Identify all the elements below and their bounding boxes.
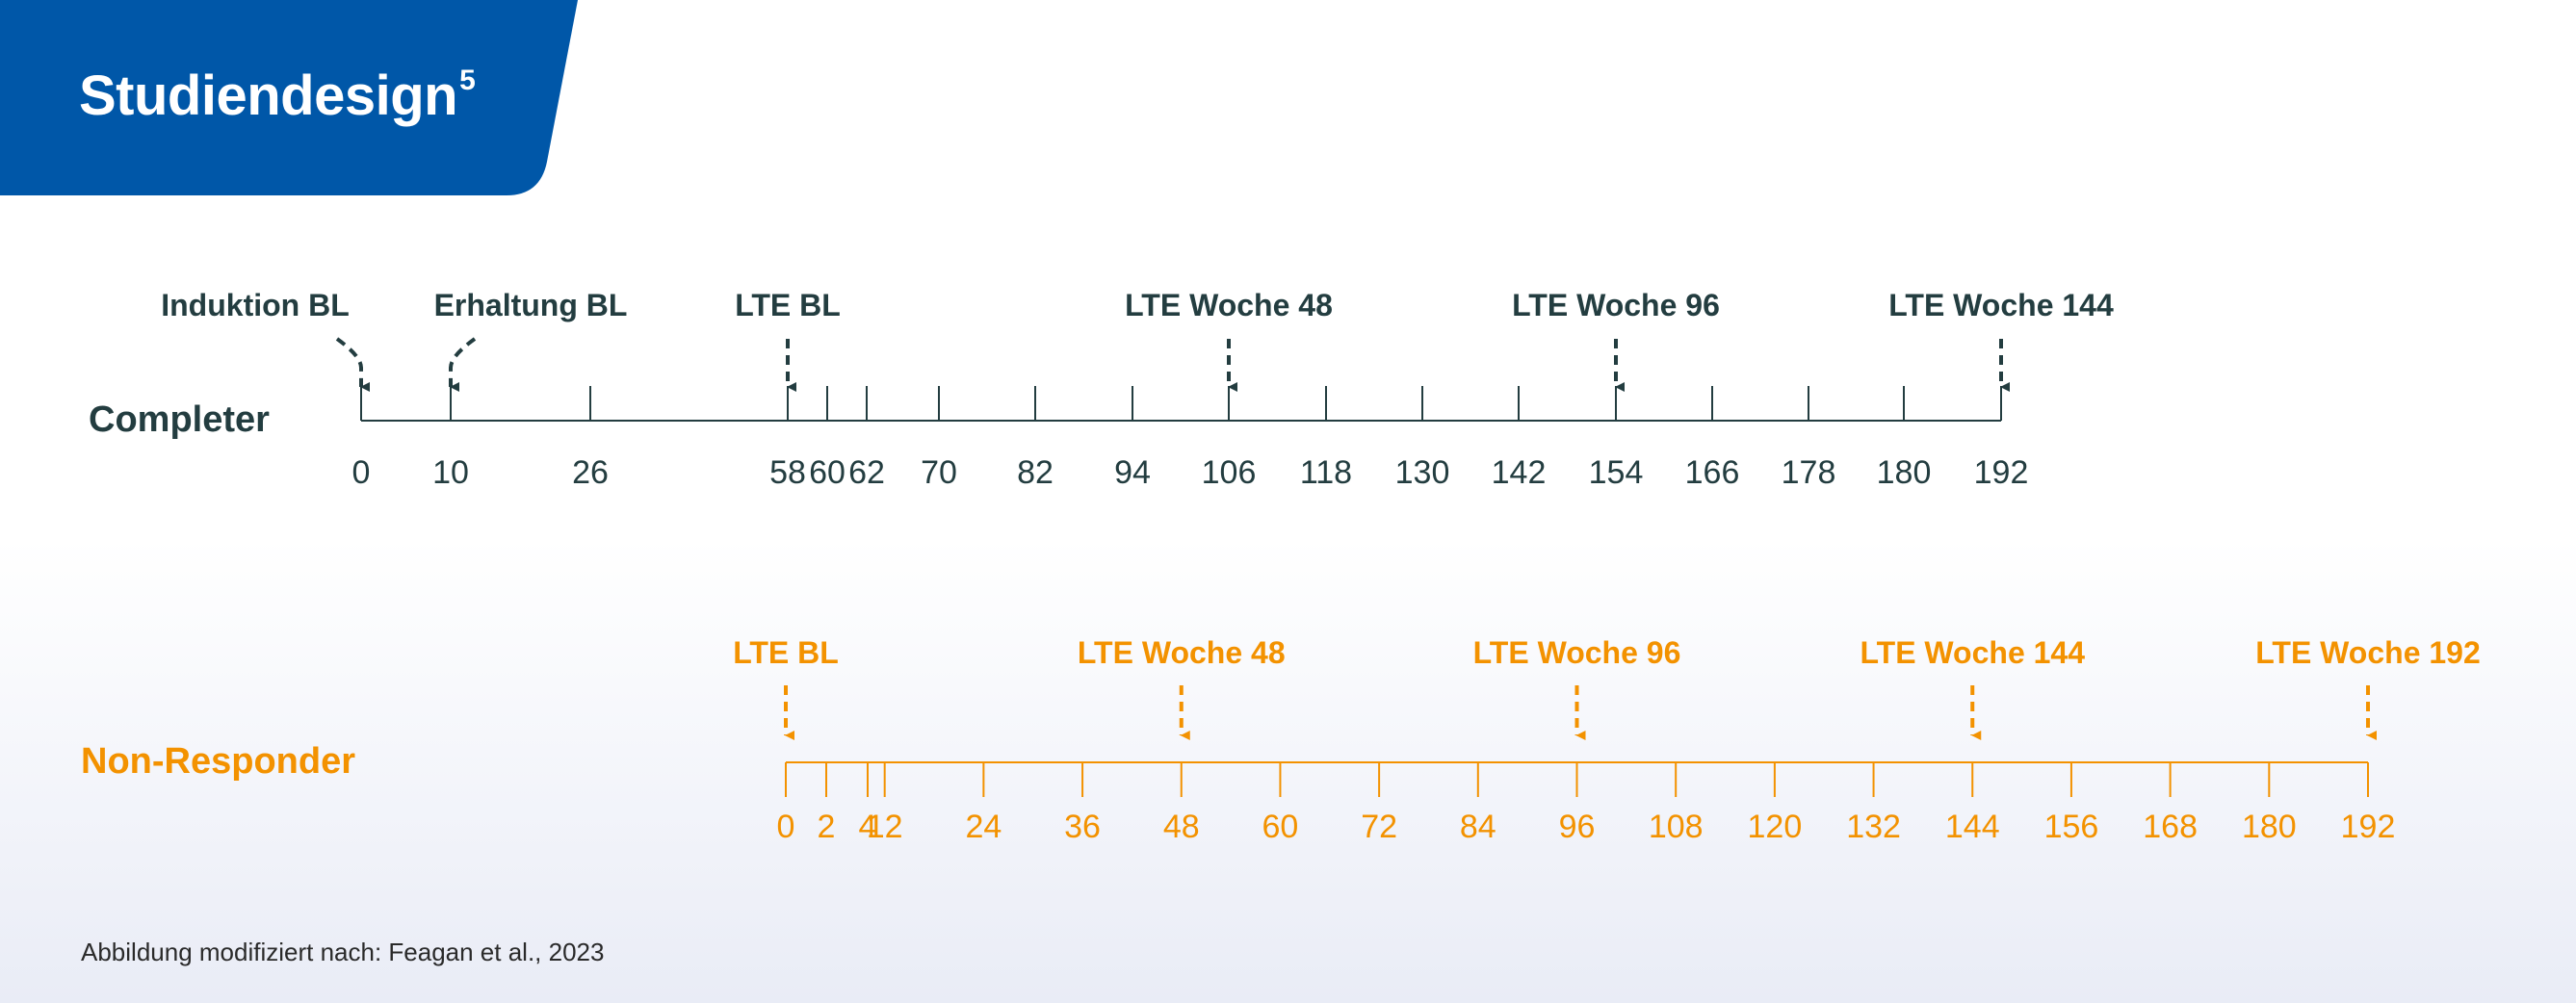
non-responder-tick-label: 24 bbox=[965, 809, 1002, 845]
completer-tick-label: 130 bbox=[1395, 454, 1450, 491]
page-title: Studiendesign5 bbox=[79, 64, 476, 128]
completer-event-label: Erhaltung BL bbox=[434, 288, 628, 322]
completer-tick-label: 10 bbox=[432, 454, 469, 491]
non-responder-tick-label: 156 bbox=[2044, 809, 2099, 845]
completer-tick-label: 58 bbox=[769, 454, 806, 491]
completer-tick-label: 178 bbox=[1782, 454, 1836, 491]
title-banner bbox=[0, 0, 578, 195]
non-responder-tick-label: 84 bbox=[1460, 809, 1496, 845]
non-responder-tick-label: 144 bbox=[1945, 809, 2000, 845]
non-responder-tick-label: 96 bbox=[1559, 809, 1596, 845]
completer-tick-label: 166 bbox=[1685, 454, 1740, 491]
completer-tick-label: 94 bbox=[1114, 454, 1151, 491]
non-responder-tick-label: 132 bbox=[1846, 809, 1901, 845]
non-responder-event-label: LTE Woche 48 bbox=[1078, 635, 1286, 670]
completer-tick-label: 142 bbox=[1492, 454, 1547, 491]
completer-event-arrow bbox=[449, 337, 477, 392]
completer-events: Induktion BL Erhaltung BL LTE BL LTE Woche … bbox=[161, 288, 2114, 392]
completer-event-label: LTE Woche 144 bbox=[1888, 288, 2114, 322]
non-responder-tick-label: 108 bbox=[1649, 809, 1704, 845]
source-citation: Abbildung modifiziert nach: Feagan et al… bbox=[81, 938, 605, 966]
non-responder-ticks: 0 2 412 24 36 48 60 72 84 96 108 120 132 144 156 168 180… bbox=[777, 762, 2396, 845]
completer-event-label: LTE Woche 48 bbox=[1125, 288, 1333, 322]
non-responder-tick-label: 168 bbox=[2143, 809, 2198, 845]
completer-event-label: LTE Woche 96 bbox=[1512, 288, 1720, 322]
non-responder-tick-label: 180 bbox=[2242, 809, 2297, 845]
non-responder-event-label: LTE BL bbox=[733, 635, 839, 670]
page-title-text: Studiendesign bbox=[79, 64, 458, 127]
non-responder-timeline: Non-Responder 0 2 412 24 36 48 60 72 84 96 108 120 1… bbox=[81, 635, 2481, 845]
non-responder-tick-label: 60 bbox=[1262, 809, 1299, 845]
completer-tick-label: 180 bbox=[1877, 454, 1932, 491]
completer-event-label: Induktion BL bbox=[161, 288, 350, 322]
completer-ticks: 0 10 26 58 60 62 70 82 94 106 118 130 142 154 166 178 18… bbox=[352, 386, 2029, 491]
non-responder-tick-label: 2 bbox=[818, 809, 836, 845]
completer-event-arrow bbox=[335, 337, 370, 392]
non-responder-event-label: LTE Woche 144 bbox=[1860, 635, 2085, 670]
non-responder-events: LTE BL LTE Woche 48 LTE Woche 96 LTE Woche … bbox=[733, 635, 2481, 740]
completer-tick-label: 192 bbox=[1974, 454, 2029, 491]
non-responder-tick-label: 192 bbox=[2341, 809, 2396, 845]
non-responder-event-label: LTE Woche 96 bbox=[1473, 635, 1681, 670]
completer-tick-label: 62 bbox=[848, 454, 885, 491]
non-responder-tick-label: 4 bbox=[859, 809, 877, 845]
non-responder-label: Non-Responder bbox=[81, 741, 355, 782]
completer-tick-label: 106 bbox=[1202, 454, 1257, 491]
non-responder-tick-label: 12 bbox=[867, 809, 903, 845]
non-responder-tick-label: 72 bbox=[1361, 809, 1397, 845]
completer-tick-label: 70 bbox=[921, 454, 957, 491]
completer-tick-label: 26 bbox=[572, 454, 609, 491]
completer-tick-label: 0 bbox=[352, 454, 371, 491]
completer-tick-label: 60 bbox=[809, 454, 846, 491]
completer-tick-label: 154 bbox=[1589, 454, 1644, 491]
non-responder-tick-label: 120 bbox=[1748, 809, 1803, 845]
completer-timeline: Completer 0 10 26 58 60 62 70 82 94 106 118 130 142 1… bbox=[89, 288, 2114, 491]
non-responder-tick-label: 48 bbox=[1163, 809, 1200, 845]
completer-tick-label: 82 bbox=[1017, 454, 1054, 491]
non-responder-event-label: LTE Woche 192 bbox=[2255, 635, 2481, 670]
non-responder-tick-label: 36 bbox=[1064, 809, 1101, 845]
footnote-reference: 5 bbox=[459, 64, 476, 96]
non-responder-tick-label: 0 bbox=[777, 809, 795, 845]
completer-label: Completer bbox=[89, 399, 270, 440]
completer-tick-label: 118 bbox=[1300, 454, 1352, 491]
completer-event-label: LTE BL bbox=[735, 288, 841, 322]
